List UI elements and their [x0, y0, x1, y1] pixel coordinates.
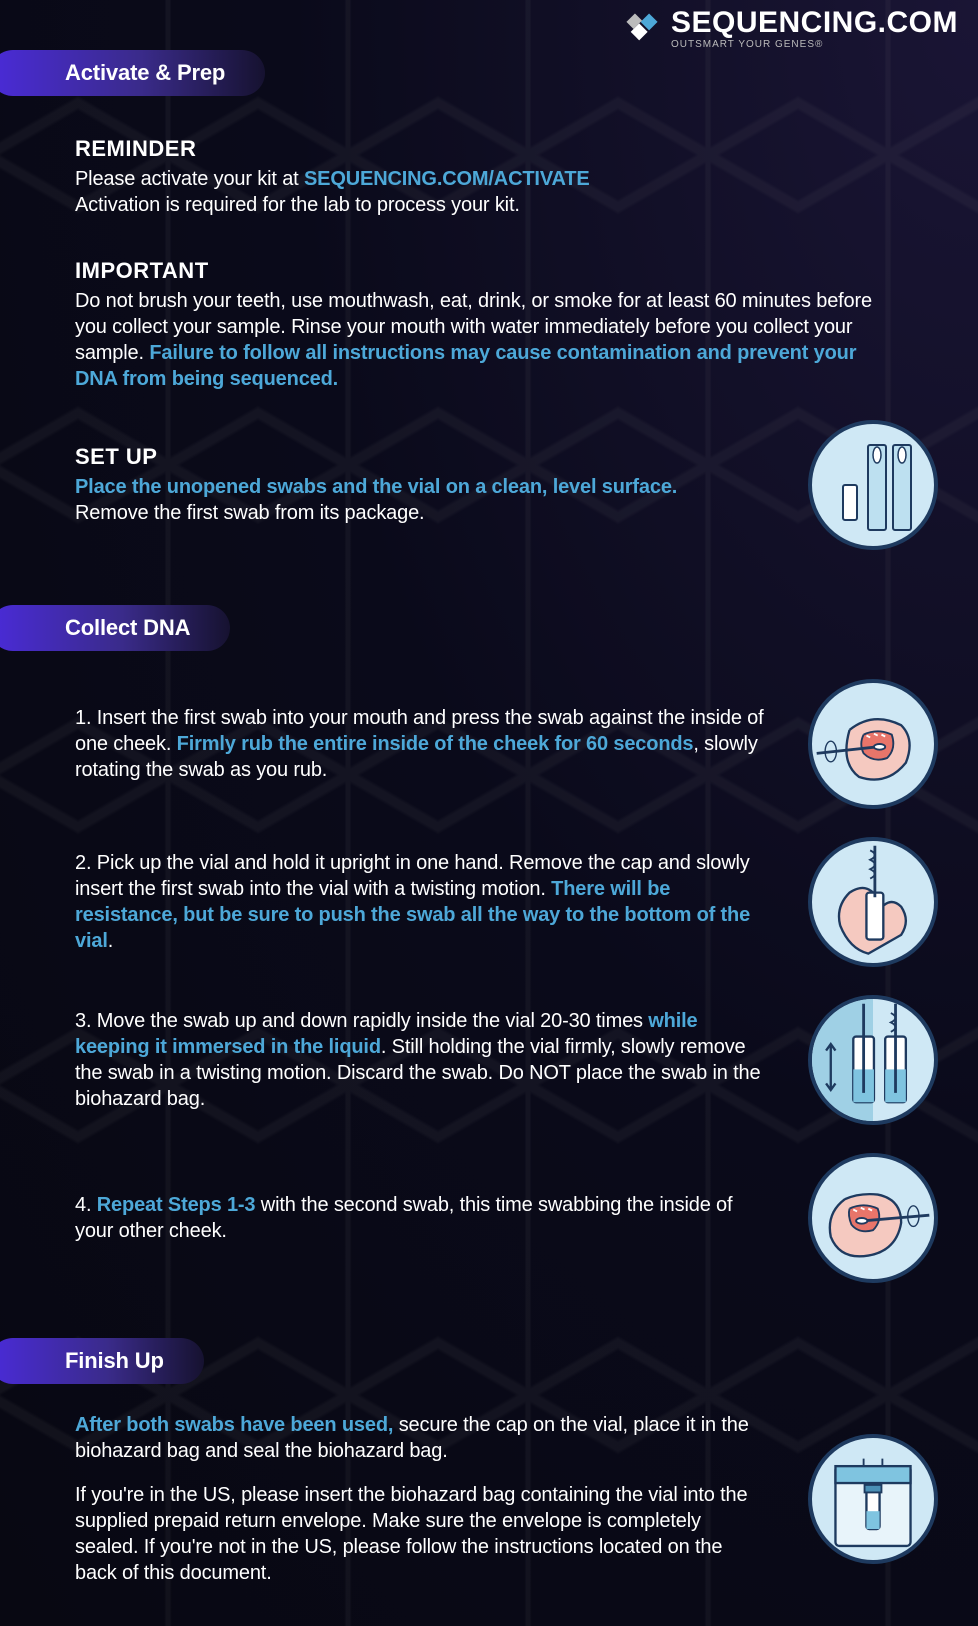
- finish-illustration: [808, 1434, 938, 1564]
- section-finish: Finish Up After both swabs have been use…: [0, 1338, 978, 1586]
- important-text: Do not brush your teeth, use mouthwash, …: [75, 288, 903, 392]
- step-3-illustration: [808, 995, 938, 1125]
- step-4: 4. Repeat Steps 1-3 with the second swab…: [0, 1153, 978, 1283]
- activate-link[interactable]: SEQUENCING.COM/ACTIVATE: [304, 168, 590, 190]
- section-collect: Collect DNA 1. Insert the first swab int…: [0, 605, 978, 1283]
- setup-illustration: [808, 420, 938, 550]
- finish-row: After both swabs have been used, secure …: [0, 1412, 978, 1586]
- section-activate: Activate & Prep REMINDER Please activate…: [0, 50, 978, 550]
- setup-heading: SET UP: [75, 444, 768, 470]
- section-pill: Finish Up: [0, 1338, 204, 1384]
- step-2: 2. Pick up the vial and hold it upright …: [0, 837, 978, 967]
- important-heading: IMPORTANT: [75, 258, 903, 284]
- reminder-heading: REMINDER: [75, 136, 903, 162]
- reminder-text: Please activate your kit at SEQUENCING.C…: [75, 166, 903, 218]
- step-2-illustration: [808, 837, 938, 967]
- finish-p2: If you're in the US, please insert the b…: [75, 1482, 768, 1586]
- step-1: 1. Insert the first swab into your mouth…: [0, 679, 978, 809]
- reminder-block: REMINDER Please activate your kit at SEQ…: [0, 136, 978, 218]
- setup-row: SET UP Place the unopened swabs and the …: [0, 420, 978, 550]
- important-block: IMPORTANT Do not brush your teeth, use m…: [0, 258, 978, 392]
- step-text: 1. Insert the first swab into your mouth…: [75, 705, 768, 783]
- section-pill: Activate & Prep: [0, 50, 265, 96]
- step-text: 4. Repeat Steps 1-3 with the second swab…: [75, 1192, 768, 1244]
- finish-p1: After both swabs have been used, secure …: [75, 1412, 768, 1464]
- step-text: 2. Pick up the vial and hold it upright …: [75, 850, 768, 954]
- section-pill: Collect DNA: [0, 605, 230, 651]
- step-text: 3. Move the swab up and down rapidly ins…: [75, 1008, 768, 1112]
- step-4-illustration: [808, 1153, 938, 1283]
- step-3: 3. Move the swab up and down rapidly ins…: [0, 995, 978, 1125]
- step-1-illustration: [808, 679, 938, 809]
- setup-text: Place the unopened swabs and the vial on…: [75, 474, 768, 526]
